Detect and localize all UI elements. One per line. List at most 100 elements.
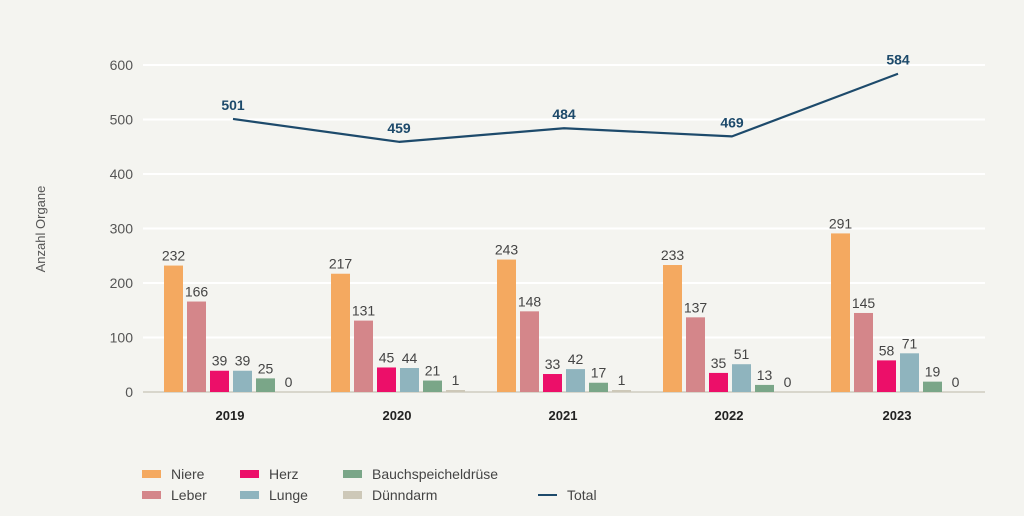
y-axis-label: Anzahl Organe	[33, 186, 48, 273]
legend-label: Niere	[171, 466, 205, 482]
bar-lunge	[400, 368, 419, 392]
data-label: 21	[425, 363, 441, 379]
legend-swatch	[343, 491, 362, 499]
data-label: 233	[661, 247, 685, 263]
legend-item-lunge: Lunge	[240, 487, 308, 503]
data-label: 39	[212, 353, 228, 369]
y-axis-ticks: 0 100 200 300 400 500 600	[110, 57, 134, 400]
legend-item-leber: Leber	[142, 487, 207, 503]
bar-herz	[543, 374, 562, 392]
bar-bauchspeicheldrüse	[589, 382, 608, 392]
bar-bauchspeicheldrüse	[256, 378, 275, 392]
data-label: 0	[784, 374, 792, 390]
data-label: 291	[829, 215, 853, 231]
data-label: 17	[591, 365, 607, 381]
data-label: 232	[162, 248, 186, 264]
gridlines	[143, 64, 985, 393]
data-label: 51	[734, 346, 750, 362]
total-data-label: 501	[221, 97, 245, 113]
legend-swatch	[240, 470, 259, 478]
data-label: 0	[285, 374, 293, 390]
legend-item-duenndarm: Dünndarm	[343, 487, 437, 503]
bar-bauchspeicheldrüse	[423, 380, 442, 392]
bar-leber	[354, 320, 373, 392]
x-category-label: 2020	[383, 408, 412, 423]
bar-niere	[831, 233, 850, 392]
x-category-label: 2023	[883, 408, 912, 423]
legend-swatch	[343, 470, 362, 478]
data-label: 217	[329, 256, 353, 272]
y-tick-label: 200	[110, 275, 134, 291]
y-tick-label: 0	[125, 384, 133, 400]
bar-leber	[187, 301, 206, 392]
bar-lunge	[233, 370, 252, 392]
y-tick-label: 100	[110, 330, 134, 346]
bar-bauchspeicheldrüse	[923, 381, 942, 392]
bar-dünndarm	[446, 390, 465, 392]
bar-lunge	[900, 353, 919, 392]
data-label: 25	[258, 360, 274, 376]
bar-bauchspeicheldrüse	[755, 384, 774, 392]
data-label: 166	[185, 284, 209, 300]
legend-label: Leber	[171, 487, 207, 503]
data-label: 131	[352, 303, 376, 319]
bar-herz	[210, 370, 229, 392]
bar-leber	[520, 311, 539, 392]
bar-herz	[877, 360, 896, 392]
legend-item-herz: Herz	[240, 466, 299, 482]
data-label: 42	[568, 351, 584, 367]
y-tick-label: 400	[110, 166, 134, 182]
legend-label: Lunge	[269, 487, 308, 503]
data-label: 71	[902, 335, 918, 351]
legend-swatch	[240, 491, 259, 499]
legend-item-bauchspeicheldruese: Bauchspeicheldrüse	[343, 466, 498, 482]
total-data-label: 584	[886, 52, 910, 68]
data-label: 35	[711, 355, 727, 371]
legend-item-total: Total	[538, 487, 597, 503]
bar-dünndarm	[612, 390, 631, 392]
bar-lunge	[566, 369, 585, 392]
legend-label: Total	[567, 487, 597, 503]
bar-lunge	[732, 364, 751, 392]
bar-niere	[497, 259, 516, 392]
legend-label: Dünndarm	[372, 487, 438, 503]
y-tick-label: 300	[110, 221, 134, 237]
total-data-label: 459	[387, 120, 411, 136]
legend-item-niere: Niere	[142, 466, 204, 482]
x-axis-categories: 2019 2020 2021 2022 2023	[216, 408, 912, 423]
bar-niere	[331, 273, 350, 392]
bar-leber	[686, 317, 705, 392]
x-category-label: 2021	[549, 408, 578, 423]
data-label: 45	[379, 349, 395, 365]
bar-niere	[663, 265, 682, 392]
data-label: 1	[618, 372, 626, 388]
legend-label: Bauchspeicheldrüse	[372, 466, 499, 482]
x-category-label: 2022	[715, 408, 744, 423]
data-label: 58	[879, 342, 895, 358]
bar-herz	[377, 367, 396, 392]
legend-label: Herz	[269, 466, 299, 482]
x-category-label: 2019	[216, 408, 245, 423]
total-data-label: 484	[552, 106, 576, 122]
bar-leber	[854, 312, 873, 392]
total-data-label: 469	[720, 114, 744, 130]
bar-niere	[164, 265, 183, 392]
data-label: 137	[684, 299, 708, 315]
data-label: 1	[452, 372, 460, 388]
bar-herz	[709, 372, 728, 392]
data-label: 33	[545, 356, 561, 372]
legend-swatch	[142, 491, 161, 499]
data-label: 19	[925, 364, 941, 380]
y-tick-label: 600	[110, 57, 134, 73]
data-label: 39	[235, 353, 251, 369]
data-label: 148	[518, 293, 542, 309]
data-label: 243	[495, 242, 519, 258]
legend: Niere Herz Bauchspeicheldrüse Leber Lung…	[142, 466, 622, 508]
data-label: 145	[852, 295, 876, 311]
data-label: 44	[402, 350, 418, 366]
data-label: 13	[757, 367, 773, 383]
data-label: 0	[952, 374, 960, 390]
total-series-line	[232, 72, 899, 143]
